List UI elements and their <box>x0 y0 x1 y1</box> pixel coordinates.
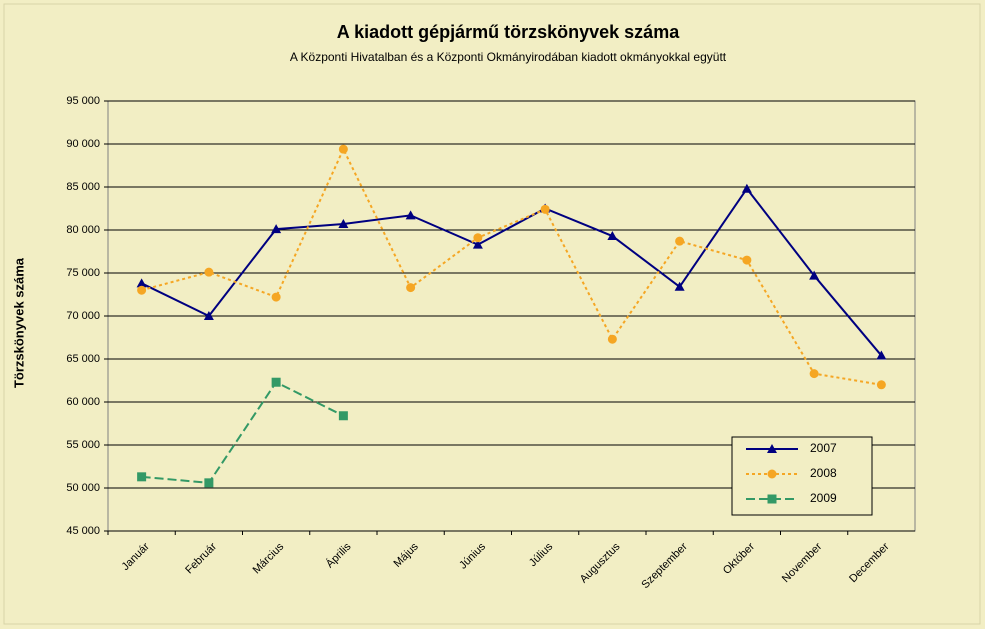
legend-label: 2007 <box>810 441 837 455</box>
marker <box>742 255 752 265</box>
y-tick-label: 85 000 <box>66 181 100 193</box>
legend-label: 2009 <box>810 491 837 505</box>
marker <box>741 183 752 193</box>
series-line <box>141 380 344 484</box>
marker <box>405 210 416 220</box>
marker <box>675 236 685 246</box>
marker <box>876 380 886 390</box>
marker <box>136 278 147 288</box>
marker <box>767 469 777 479</box>
series-line <box>141 146 882 386</box>
marker <box>338 411 348 421</box>
marker <box>767 494 777 504</box>
marker <box>338 218 349 228</box>
series-line <box>141 187 883 357</box>
marker <box>406 283 416 293</box>
y-tick-label: 65 000 <box>66 353 100 365</box>
y-tick-label: 60 000 <box>66 396 100 408</box>
marker <box>767 444 777 453</box>
marker <box>607 334 617 344</box>
marker <box>271 224 282 234</box>
y-tick-label: 95 000 <box>66 95 100 107</box>
marker <box>137 472 147 482</box>
y-tick-label: 50 000 <box>66 482 100 494</box>
legend-label: 2008 <box>810 466 837 480</box>
chart-frame <box>3 3 981 625</box>
marker <box>137 285 147 295</box>
y-tick-label: 80 000 <box>66 224 100 236</box>
y-tick-label: 55 000 <box>66 439 100 451</box>
marker <box>338 144 348 154</box>
y-tick-label: 70 000 <box>66 310 100 322</box>
marker <box>809 369 819 379</box>
chart-subtitle: A Központi Hivatalban és a Központi Okmá… <box>290 50 727 64</box>
y-tick-label: 45 000 <box>66 525 100 537</box>
y-tick-label: 75 000 <box>66 267 100 279</box>
y-axis-label: Törzskönyvek száma <box>11 257 26 388</box>
marker <box>204 267 214 277</box>
marker <box>876 350 887 360</box>
y-tick-label: 90 000 <box>66 138 100 150</box>
marker <box>674 281 685 291</box>
legend: 2007 2008 2009 <box>731 436 873 516</box>
marker <box>203 311 214 320</box>
marker <box>271 292 281 302</box>
marker <box>809 270 820 280</box>
marker <box>472 239 483 249</box>
marker <box>271 377 281 387</box>
chart-title: A kiadott gépjármű törzskönyvek száma <box>337 22 680 42</box>
marker <box>204 478 214 488</box>
marker <box>473 233 483 243</box>
marker <box>607 231 618 241</box>
marker <box>540 204 550 214</box>
